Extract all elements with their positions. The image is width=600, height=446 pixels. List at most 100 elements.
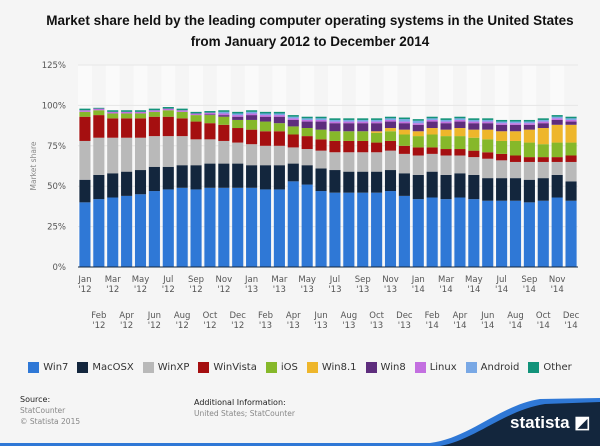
bar-segment-ios — [537, 144, 549, 158]
bar-segment-win81 — [551, 124, 563, 143]
bar-segment-ios — [218, 116, 230, 125]
bar-segment-ios — [134, 113, 147, 119]
bar-segment-winxp — [551, 161, 563, 175]
x-tick-label: '12 — [106, 285, 119, 295]
legend-item[interactable]: MacOSX — [77, 362, 134, 373]
bar-segment-ios — [509, 140, 522, 156]
legend-label: MacOSX — [92, 362, 134, 373]
legend-swatch — [465, 362, 477, 373]
bar-segment-other — [232, 111, 244, 114]
legend-item[interactable]: Win8 — [365, 362, 406, 373]
x-tick-label: Apr — [119, 311, 134, 321]
legend-item[interactable]: Android — [465, 362, 519, 373]
statista-logo[interactable]: statista ◩ — [510, 413, 591, 432]
bar-segment-other — [482, 118, 494, 120]
bar-segment-other — [315, 116, 327, 119]
bar-segment-win8 — [259, 116, 272, 122]
bar-segment-other — [551, 115, 563, 117]
logo-wave-accent — [0, 398, 600, 446]
bar-segment-winvista — [371, 142, 383, 153]
bar-segment-winvista — [496, 153, 508, 161]
bar-segment-android — [440, 119, 452, 122]
bar-segment-win8 — [398, 123, 410, 130]
x-tick-label: Aug — [507, 311, 524, 321]
x-tick-label: Dec — [229, 311, 246, 321]
bar-segment-android — [412, 120, 424, 124]
bar-segment-ios — [357, 131, 369, 141]
legend-item[interactable]: Linux — [414, 362, 457, 373]
bar-segment-macosx — [121, 171, 133, 196]
y-axis-label: Market share — [29, 141, 38, 190]
bar-segment-other — [343, 118, 355, 120]
x-tick-label: '12 — [231, 321, 244, 331]
x-tick-label: '12 — [176, 321, 189, 331]
legend-swatch — [198, 362, 210, 373]
bar-segment-other — [440, 118, 452, 120]
x-tick-label: Dec — [396, 311, 413, 321]
bar-segment-winxp — [537, 161, 549, 179]
bar-segment-macosx — [176, 165, 188, 188]
bar-segment-android — [232, 113, 244, 116]
legend-item[interactable]: Win8.1 — [306, 362, 357, 373]
x-tick-label: '14 — [412, 285, 425, 295]
bar-segment-ios — [176, 111, 188, 119]
x-tick-label: Oct — [536, 311, 551, 321]
x-tick-label: '14 — [495, 285, 508, 295]
legend-label: Win8.1 — [321, 362, 357, 373]
x-tick-label: '12 — [217, 285, 230, 295]
bar-segment-linux — [190, 113, 202, 116]
x-tick-label: Jan — [244, 275, 258, 285]
bar-segment-winxp — [509, 161, 522, 179]
legend-item[interactable]: Win7 — [28, 362, 68, 373]
bar-segment-other — [121, 110, 133, 112]
x-tick-label: '12 — [189, 285, 202, 295]
bar-segment-macosx — [315, 168, 327, 192]
bar-segment-winxp — [357, 152, 369, 172]
bar-segment-macosx — [398, 173, 410, 196]
bar-segment-ios — [79, 111, 91, 117]
bar-segment-linux — [482, 121, 494, 124]
bar-segment-win7 — [121, 195, 133, 267]
x-tick-label: Jul — [162, 275, 173, 285]
bar-segment-win7 — [551, 197, 563, 267]
bar-segment-win7 — [565, 200, 577, 267]
bar-segment-linux — [357, 121, 369, 124]
bar-segment-other — [537, 118, 549, 120]
bar-segment-ios — [496, 140, 508, 154]
legend-label: Other — [543, 362, 572, 373]
bar-segment-macosx — [218, 163, 230, 188]
bar-segment-win8 — [468, 123, 480, 130]
bar-segment-other — [509, 119, 522, 122]
x-tick-label: '13 — [273, 285, 286, 295]
legend-item[interactable]: WinVista — [198, 362, 257, 373]
x-tick-label: '14 — [481, 321, 494, 331]
bar-segment-other — [384, 116, 397, 119]
bar-segment-linux — [371, 121, 383, 124]
bar-segment-ios — [551, 142, 563, 158]
bar-segment-linux — [121, 111, 133, 114]
bar-segment-macosx — [468, 174, 480, 200]
bar-segment-macosx — [148, 166, 160, 192]
bar-segment-linux — [426, 119, 438, 122]
bar-segment-ios — [121, 113, 133, 119]
x-tick-label: '13 — [342, 321, 355, 331]
legend-item[interactable]: WinXP — [142, 362, 189, 373]
bar-segment-macosx — [537, 178, 549, 201]
bar-segment-android — [482, 119, 494, 122]
additional-text: United States; StatCounter — [194, 409, 295, 418]
bar-segment-android — [509, 121, 522, 124]
bar-segment-android — [454, 118, 466, 120]
bar-segment-winxp — [218, 140, 230, 164]
legend-item[interactable]: iOS — [265, 362, 298, 373]
x-tick-label: '13 — [301, 285, 314, 295]
bar-segment-macosx — [232, 163, 244, 188]
bar-segment-win81 — [482, 129, 494, 140]
bar-segment-win8 — [371, 123, 383, 132]
bar-segment-winxp — [468, 157, 480, 175]
bar-segment-android — [551, 116, 563, 119]
legend-item[interactable]: Other — [528, 362, 572, 373]
bar-segment-winvista — [148, 116, 160, 137]
bar-segment-linux — [246, 113, 258, 116]
copyright: © Statista 2015 — [20, 417, 81, 426]
bar-segment-winxp — [301, 149, 313, 166]
